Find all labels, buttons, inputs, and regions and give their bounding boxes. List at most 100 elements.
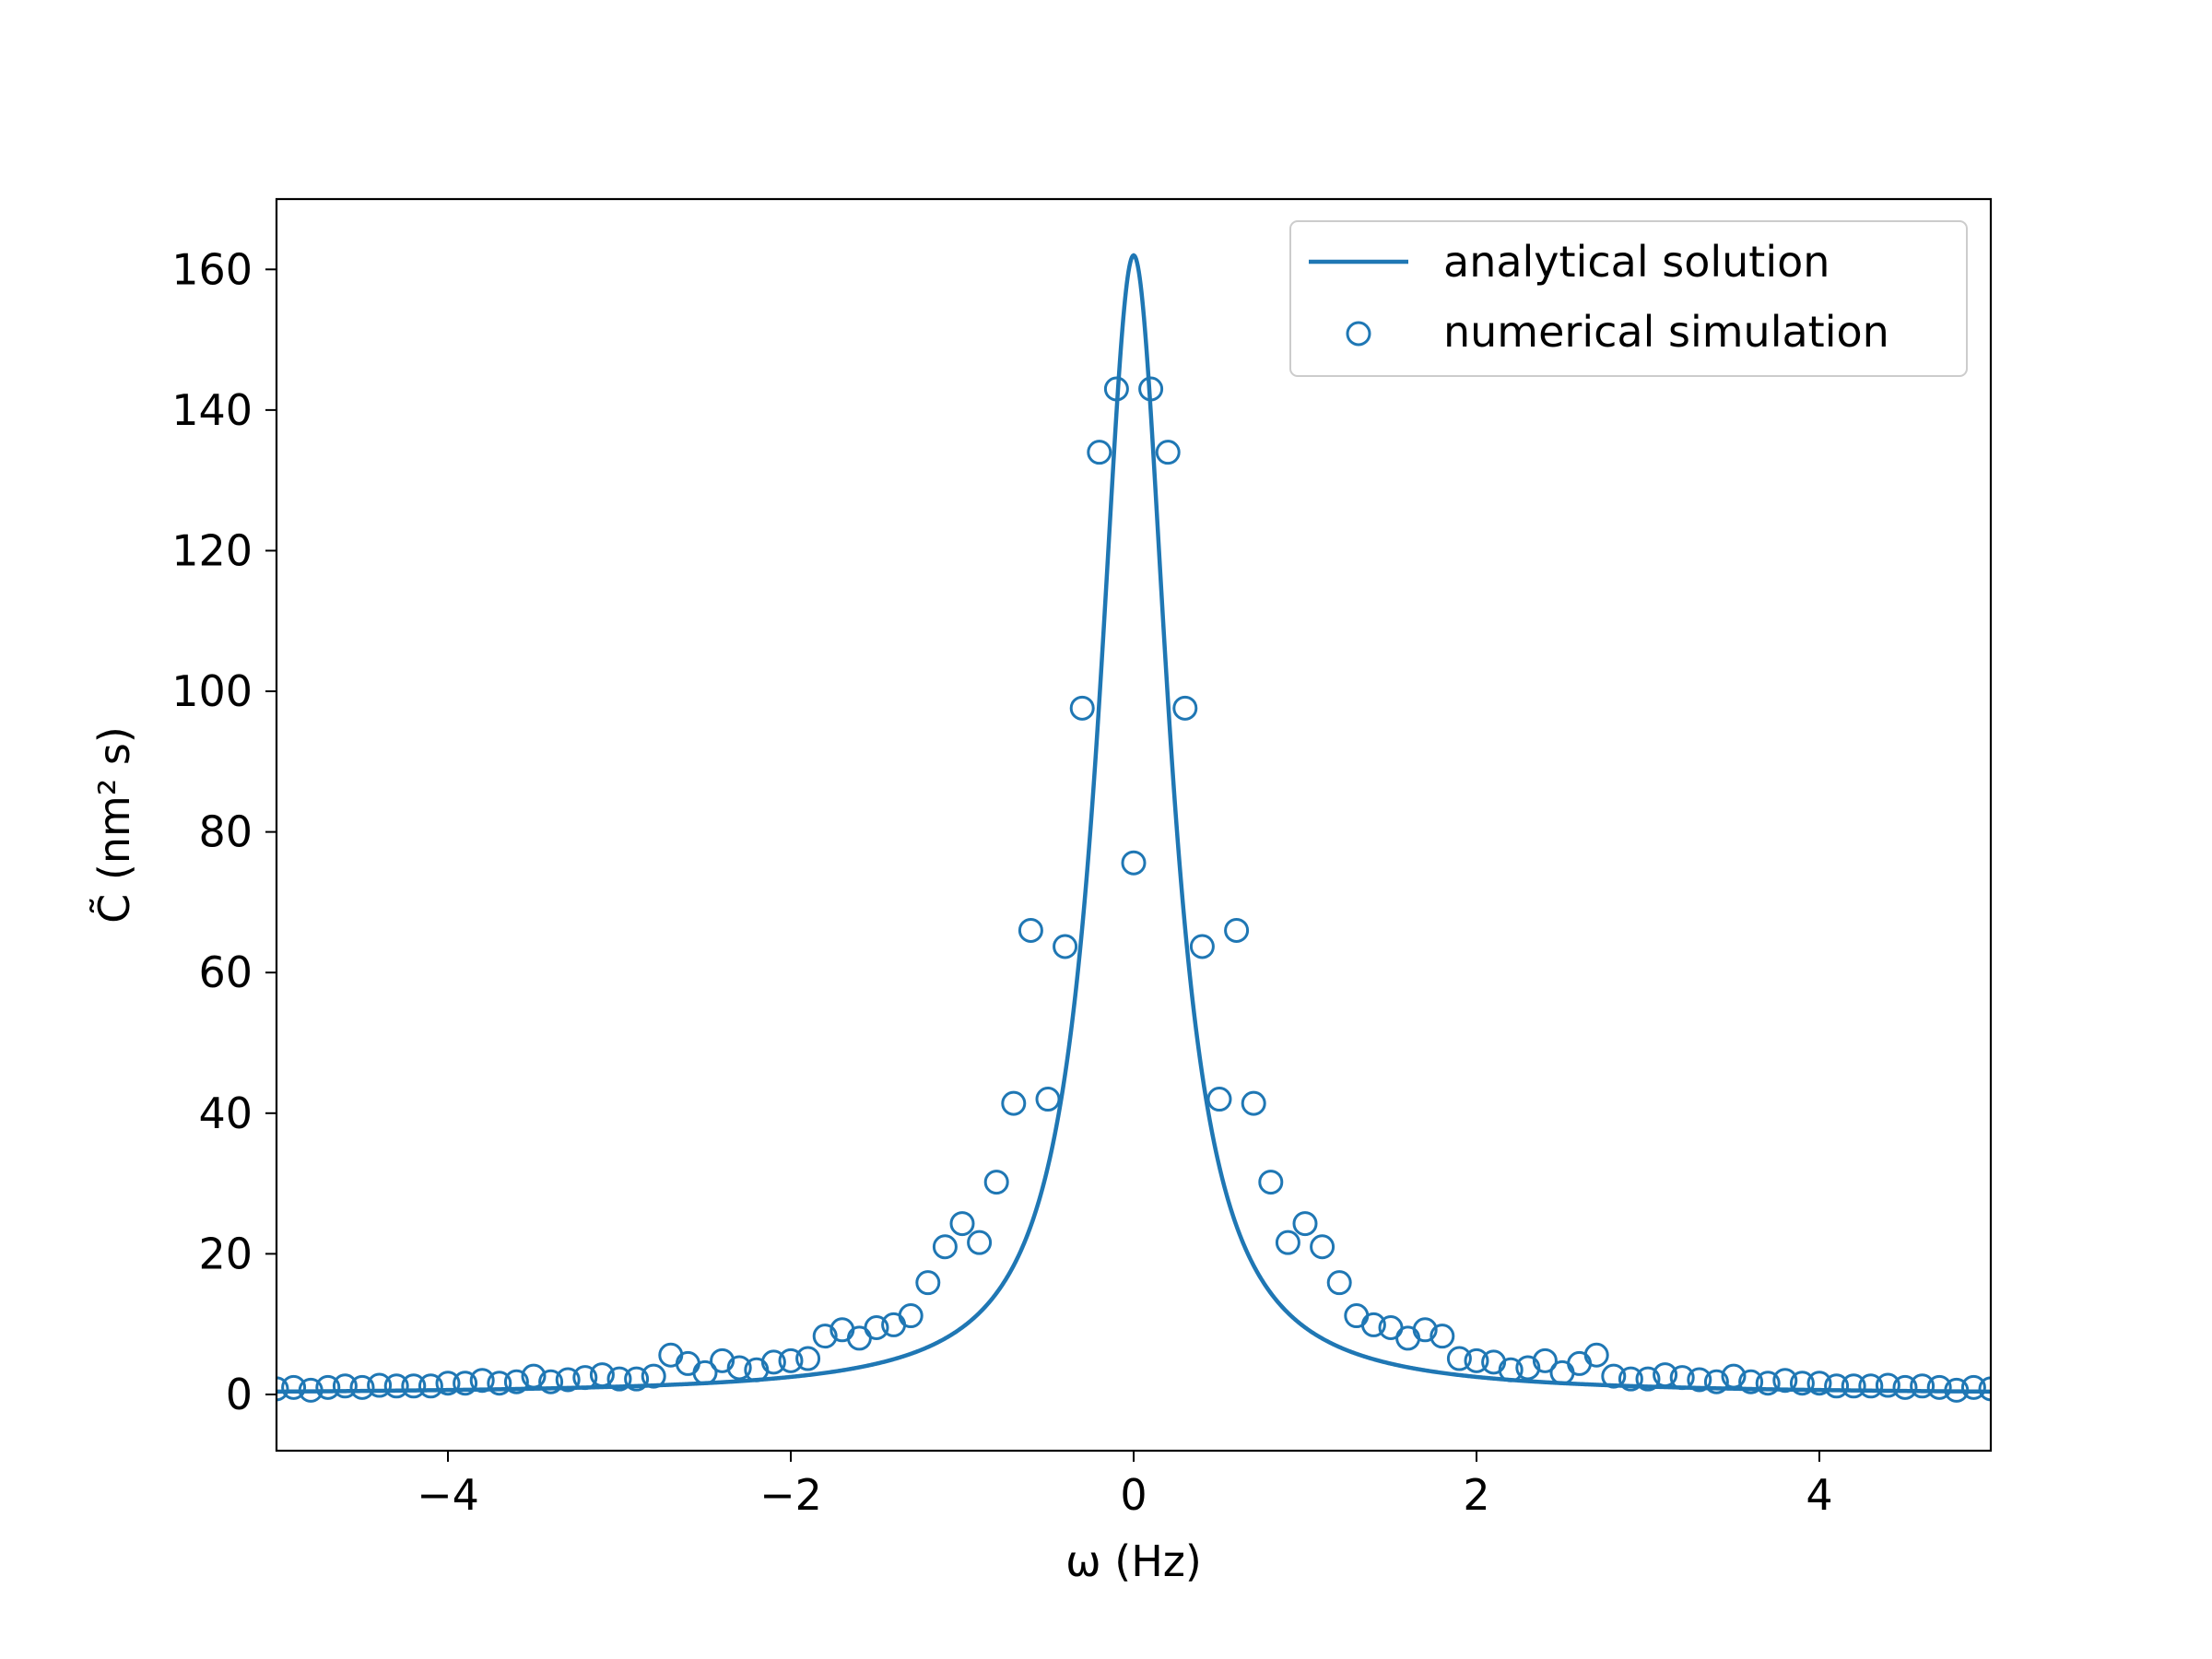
numerical-simulation-point (760, 1349, 786, 1375)
numerical-simulation-point (1446, 1346, 1472, 1371)
numerical-simulation-point (1515, 1355, 1541, 1381)
numerical-simulation-point (1669, 1365, 1695, 1391)
x-axis: −4 −2 0 2 4 (417, 1451, 1833, 1520)
legend: analytical solution numerical simulation (1289, 220, 1968, 377)
numerical-simulation-point (1789, 1371, 1815, 1396)
numerical-simulation-point (1978, 1376, 1991, 1402)
numerical-simulation-point (1653, 1362, 1678, 1388)
numerical-simulation-point (572, 1365, 598, 1391)
numerical-simulation-point (1841, 1373, 1866, 1399)
numerical-simulation-point (521, 1363, 547, 1389)
numerical-simulation-point (383, 1373, 409, 1399)
numerical-simulation-point (1155, 440, 1181, 465)
numerical-simulation-point (812, 1324, 838, 1349)
numerical-simulation-point (298, 1377, 324, 1403)
numerical-simulation-point (435, 1371, 461, 1396)
legend-circle-marker (1346, 321, 1371, 347)
numerical-simulation-point (1412, 1317, 1438, 1343)
numerical-simulation-point (1430, 1324, 1455, 1349)
numerical-simulation-point (1583, 1342, 1609, 1368)
numerical-simulation-point (864, 1314, 889, 1340)
y-tick-label: 60 (198, 947, 253, 997)
numerical-simulation-point (276, 1376, 289, 1402)
numerical-simulation-point (641, 1363, 666, 1389)
numerical-simulation-point (538, 1369, 564, 1394)
x-tick-label: 4 (1806, 1470, 1832, 1520)
numerical-simulation-point (624, 1366, 650, 1392)
numerical-simulation-point (1926, 1374, 1952, 1400)
numerical-simulation-point (1944, 1377, 1970, 1403)
numerical-simulation-point (487, 1371, 512, 1396)
y-axis-label: C̃ (nm² s) (89, 726, 139, 924)
numerical-simulation-point (932, 1234, 958, 1260)
numerical-simulation-point (332, 1373, 358, 1399)
numerical-simulation-point (692, 1359, 718, 1385)
numerical-simulation-point (1275, 1230, 1300, 1255)
numerical-simulation-point (1292, 1211, 1318, 1237)
y-tick-label: 40 (198, 1088, 253, 1138)
x-axis-label: ω (Hz) (1065, 1536, 1202, 1586)
numerical-simulation-point (1069, 695, 1095, 721)
numerical-simulation-point (555, 1367, 581, 1393)
numerical-simulation-point (1206, 1087, 1232, 1112)
numerical-simulation-point (1189, 934, 1215, 959)
numerical-simulation-point (1310, 1234, 1335, 1260)
numerical-simulation-point (1824, 1373, 1850, 1399)
numerical-simulation-point (315, 1374, 341, 1400)
numerical-simulation-point (795, 1346, 821, 1371)
numerical-simulation-point (589, 1362, 615, 1388)
numerical-simulation-point (1601, 1363, 1627, 1389)
numerical-simulation-point (898, 1303, 924, 1329)
numerical-simulation-point (1464, 1347, 1489, 1373)
numerical-simulation-point (983, 1170, 1009, 1195)
numerical-simulation-point (281, 1374, 307, 1400)
y-tick-label: 0 (226, 1370, 253, 1419)
x-tick-label: −2 (759, 1470, 822, 1520)
legend-label-analytical: analytical solution (1443, 237, 1830, 287)
y-axis: 0 20 40 60 80 100 120 140 160 (171, 244, 276, 1419)
numerical-simulation-point (453, 1371, 478, 1396)
legend-box (1289, 220, 1968, 377)
y-tick-label: 160 (171, 244, 253, 294)
numerical-simulation-point (1618, 1366, 1643, 1392)
numerical-simulation-point (1960, 1374, 1986, 1400)
numerical-simulation-point (710, 1347, 735, 1373)
numerical-simulation-point (1532, 1347, 1558, 1373)
y-tick-label: 100 (171, 666, 253, 716)
numerical-simulation-point (1018, 917, 1043, 943)
numerical-simulation-point (1721, 1363, 1747, 1389)
y-tick-label: 140 (171, 385, 253, 435)
numerical-simulation-point (401, 1373, 427, 1399)
numerical-simulation-point (503, 1369, 529, 1394)
numerical-simulation-point (915, 1270, 941, 1296)
numerical-simulation-point (1892, 1374, 1918, 1400)
numerical-simulation-point (418, 1373, 443, 1399)
numerical-simulation-point (1858, 1373, 1884, 1399)
numerical-simulation-point (1138, 376, 1164, 402)
numerical-simulation-point (1687, 1367, 1712, 1393)
numerical-simulation-point (1875, 1372, 1900, 1398)
numerical-simulation-point (1087, 440, 1112, 465)
numerical-simulation-point (778, 1347, 804, 1373)
numerical-simulation-point (1635, 1366, 1661, 1392)
numerical-simulation-point (1121, 850, 1147, 876)
numerical-simulation-point (1001, 1090, 1027, 1116)
y-tick-label: 80 (198, 807, 253, 857)
x-tick-label: 0 (1120, 1470, 1147, 1520)
numerical-simulation-point (469, 1368, 495, 1394)
plot-area (276, 253, 1991, 1403)
numerical-simulation-point (967, 1230, 993, 1255)
numerical-simulation-point (1360, 1312, 1386, 1337)
numerical-simulation-point (349, 1374, 375, 1400)
legend-label-numerical: numerical simulation (1443, 307, 1889, 357)
x-tick-label: 2 (1463, 1470, 1489, 1520)
y-tick-label: 20 (198, 1229, 253, 1278)
numerical-simulation-point (1910, 1373, 1936, 1399)
numerical-simulation-point (606, 1366, 632, 1392)
numerical-simulation-point (1053, 934, 1078, 959)
numerical-simulation-point (1103, 376, 1129, 402)
numerical-simulation-point (1326, 1270, 1352, 1296)
numerical-simulation-point (1224, 917, 1250, 943)
numerical-simulation-point (1241, 1090, 1266, 1116)
